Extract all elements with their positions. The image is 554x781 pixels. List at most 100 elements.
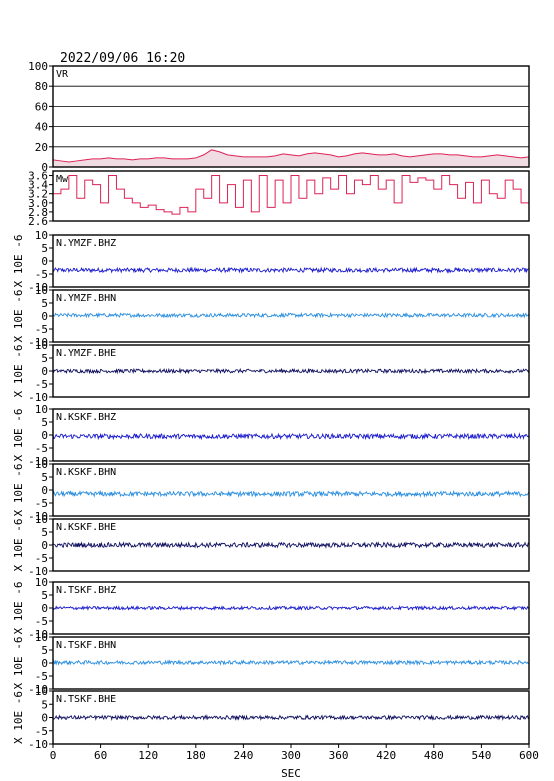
y-tick-label: -10 xyxy=(28,455,48,468)
y-tick-label: 10 xyxy=(35,458,48,471)
y-tick-label: 0 xyxy=(41,484,48,497)
y-tick-label: 5 xyxy=(41,698,48,711)
y-tick-label: -10 xyxy=(28,565,48,578)
y-tick-label: 0 xyxy=(41,602,48,615)
x-tick-label: 540 xyxy=(471,749,491,762)
waveform-line xyxy=(53,714,529,722)
y-tick-label: 100 xyxy=(28,60,48,73)
y-tick-label: 0 xyxy=(41,255,48,268)
y-tick-label: -5 xyxy=(35,552,48,565)
panel-label: N.YMZF.BHN xyxy=(56,293,116,304)
panel-vr: 0 20 40 60 80 100 VR xyxy=(28,60,530,174)
x-tick-label: 180 xyxy=(186,749,206,762)
y-tick-label: 0 xyxy=(41,161,48,174)
unit-label: X 10E -6 xyxy=(12,464,25,517)
x-axis-label: SEC xyxy=(281,767,301,780)
y-tick-label: 10 xyxy=(35,339,48,352)
panel-frame xyxy=(52,170,530,222)
panel-mw: 2.62.83.03.23.43.6 Mw xyxy=(28,170,530,228)
y-tick-label: 3.4 xyxy=(28,179,48,192)
x-tick-label: 600 xyxy=(519,749,539,762)
series-line xyxy=(53,175,529,215)
y-tick-label: 3.0 xyxy=(28,197,48,210)
y-tick-label: 3.6 xyxy=(28,170,48,183)
waveform-line xyxy=(53,432,529,441)
x-tick-label: 0 xyxy=(50,749,57,762)
y-tick-label: 2.8 xyxy=(28,206,48,219)
y-tick-label: 2.6 xyxy=(28,215,48,228)
unit-labels: X 10E -6X 10E -6X 10E -6X 10E -6X 10E -6… xyxy=(12,235,25,744)
y-tick-label: 5 xyxy=(41,471,48,484)
y-tick-label: 60 xyxy=(35,100,48,113)
y-tick-label: 3.2 xyxy=(28,188,48,201)
x-tick-label: 60 xyxy=(94,749,107,762)
panel-frame xyxy=(52,636,530,690)
y-tick-label: -10 xyxy=(28,281,48,294)
y-tick-label: 10 xyxy=(35,685,48,698)
panel-label: N.KSKF.BHZ xyxy=(56,412,116,423)
y-tick-label: 5 xyxy=(41,644,48,657)
y-tick-label: 0 xyxy=(41,310,48,323)
x-tick-label: 420 xyxy=(376,749,396,762)
x-tick-label: 480 xyxy=(424,749,444,762)
y-tick-label: 10 xyxy=(35,631,48,644)
unit-label: X 10E -6 xyxy=(12,235,25,288)
waveform-line xyxy=(53,489,529,498)
panel-label: N.KSKF.BHE xyxy=(56,522,116,533)
y-tick-label: 5 xyxy=(41,416,48,429)
y-tick-label: 5 xyxy=(41,526,48,539)
x-axis: 0 60 120 180 240 300 360 420 480 540 600 xyxy=(50,744,539,762)
y-tick-label: 5 xyxy=(41,352,48,365)
y-tick-label: 10 xyxy=(35,229,48,242)
y-tick-label: 0 xyxy=(41,429,48,442)
y-tick-label: -5 xyxy=(35,268,48,281)
y-tick-label: -10 xyxy=(28,683,48,696)
y-tick-label: 10 xyxy=(35,284,48,297)
unit-label: X 10E -6 xyxy=(12,582,25,635)
figure-title: 2022/09/06 16:20 xyxy=(60,51,185,66)
y-tick-label: -10 xyxy=(28,510,48,523)
unit-label: X 10E -6 xyxy=(12,519,25,572)
y-tick-label: 0 xyxy=(41,365,48,378)
unit-label: X 10E -6 xyxy=(12,637,25,690)
y-tick-label: -5 xyxy=(35,442,48,455)
unit-label: X 10E -6 xyxy=(12,691,25,744)
y-tick-label: 10 xyxy=(35,576,48,589)
x-tick-label: 120 xyxy=(138,749,158,762)
y-tick-label: -10 xyxy=(28,738,48,751)
y-tick-label: 0 xyxy=(41,539,48,552)
waveform-line xyxy=(53,659,529,666)
panel-label: N.TSKF.BHE xyxy=(56,694,116,705)
y-tick-label: -5 xyxy=(35,725,48,738)
unit-label: X 10E -6 xyxy=(12,290,25,343)
y-tick-label: -10 xyxy=(28,391,48,404)
y-tick-label: 5 xyxy=(41,297,48,310)
unit-label: X 10E -6 xyxy=(12,345,25,398)
panel-frame xyxy=(52,234,530,288)
y-tick-label: -10 xyxy=(28,628,48,641)
unit-label: X 10E -6 xyxy=(12,409,25,462)
panel-label: N.TSKF.BHN xyxy=(56,640,116,651)
y-tick-label: -5 xyxy=(35,670,48,683)
x-tick-label: 360 xyxy=(329,749,349,762)
y-tick-label: -5 xyxy=(35,378,48,391)
panel-label: N.KSKF.BHN xyxy=(56,467,116,478)
series-line xyxy=(53,149,529,163)
panel-n-kskf-bhz: -10-505 10 N.KSKF.BHZ xyxy=(28,403,530,468)
panel-label: N.TSKF.BHZ xyxy=(56,585,116,596)
panel-label: N.YMZF.BHE xyxy=(56,348,116,359)
y-tick-label: 0 xyxy=(41,657,48,670)
waveform-line xyxy=(53,311,529,319)
panel-label: Mw xyxy=(56,174,69,185)
panel-frame xyxy=(52,463,530,517)
waveform-line xyxy=(53,604,529,611)
x-tick-label: 300 xyxy=(281,749,301,762)
